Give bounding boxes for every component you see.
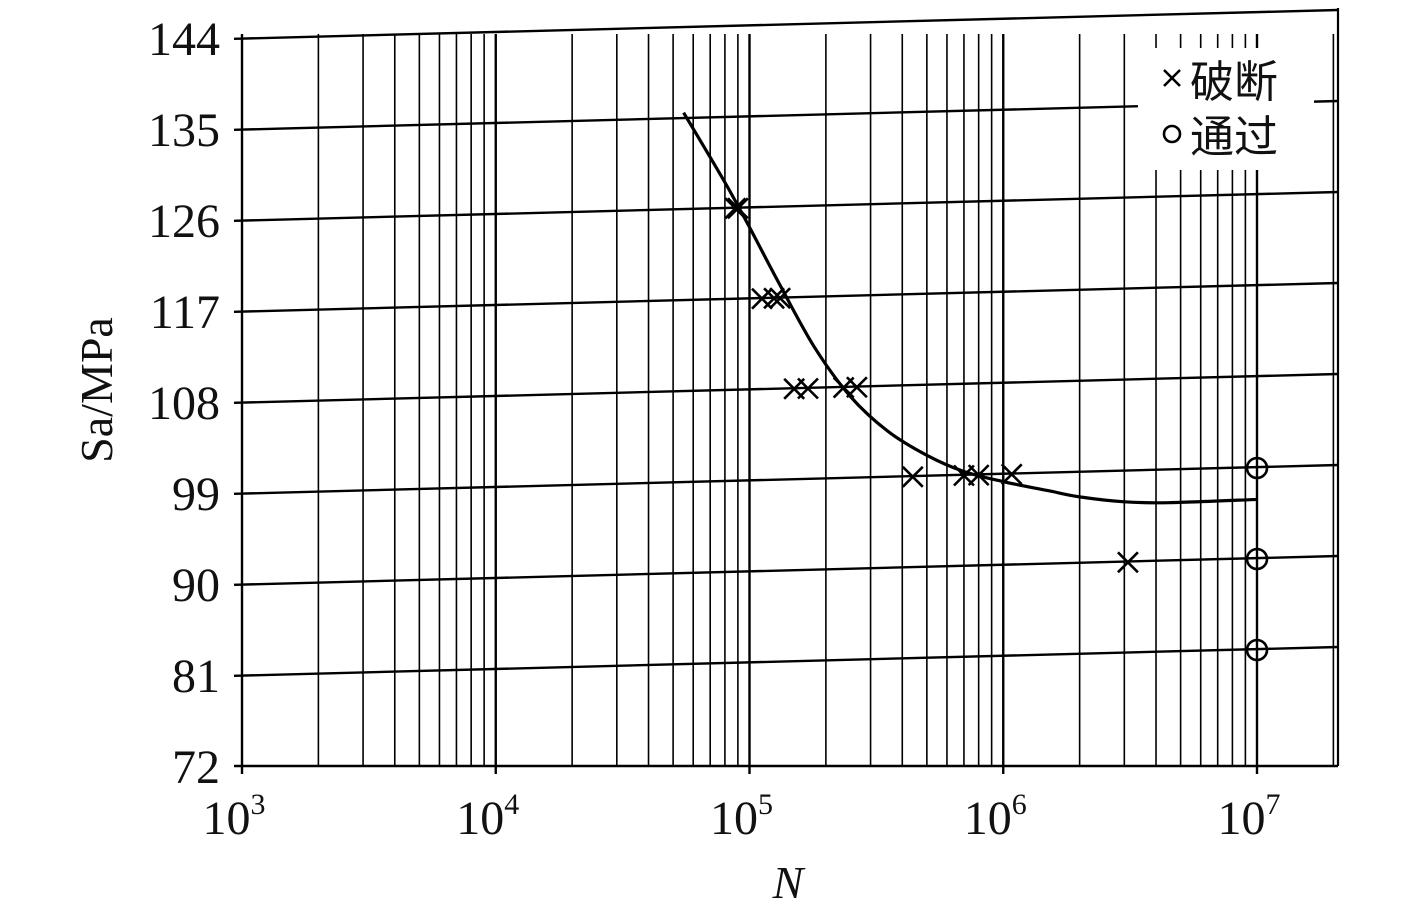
x-tick-label: 105	[710, 788, 773, 845]
y-tick-label: 126	[148, 195, 220, 248]
horizontal-gridline	[233, 645, 1339, 677]
y-tick-label: 117	[150, 286, 220, 339]
broken-point	[1000, 463, 1023, 486]
grid	[233, 8, 1340, 774]
data-points	[724, 197, 1269, 662]
broken-point	[1117, 551, 1139, 574]
y-axis-ticks: 72 81 90 99 108 117 126 135 144	[148, 13, 220, 794]
legend-label-passed: 通过	[1190, 112, 1278, 163]
x-axis-ticks: 103 104 105 106 107	[203, 788, 1281, 845]
horizontal-gridline	[233, 190, 1339, 222]
y-tick-label: 135	[148, 104, 220, 157]
fit-curve-layer	[682, 111, 1258, 505]
passed-point	[1245, 547, 1269, 571]
x-tick-label: 106	[964, 788, 1027, 845]
broken-point	[845, 376, 868, 399]
broken-point	[967, 464, 990, 487]
horizontal-gridline	[233, 372, 1339, 404]
broken-point	[763, 287, 786, 310]
y-tick-label: 81	[172, 650, 220, 703]
legend-cross-glyph	[1163, 69, 1181, 87]
broken-point	[726, 197, 749, 220]
broken-point	[769, 287, 792, 310]
legend: 破断 通过	[1138, 48, 1314, 170]
x-axis-title: N	[772, 857, 806, 908]
legend-box	[1138, 48, 1314, 170]
horizontal-gridline	[233, 463, 1339, 495]
broken-point	[901, 465, 924, 488]
fit-curve	[682, 111, 1258, 505]
y-tick-label: 108	[148, 377, 220, 430]
legend-circle-glyph	[1162, 124, 1182, 144]
y-tick-label: 90	[172, 559, 220, 612]
legend-cross-marker	[1163, 69, 1181, 87]
x-tick-label: 107	[1218, 788, 1281, 845]
y-axis-title: Sa/MPa	[71, 317, 122, 463]
x-tick-label: 104	[456, 788, 519, 845]
passed-point	[1245, 638, 1269, 662]
y-tick-label: 72	[172, 741, 220, 794]
passed-point	[1245, 456, 1269, 480]
broken-point	[724, 197, 747, 220]
y-tick-label: 144	[148, 13, 220, 66]
horizontal-gridline	[233, 8, 1339, 40]
broken-point	[797, 377, 819, 400]
legend-circle-marker	[1162, 124, 1182, 144]
horizontal-gridline	[233, 554, 1339, 586]
legend-label-broken: 破断	[1190, 57, 1278, 108]
x-tick-label: 103	[203, 788, 266, 845]
y-tick-label: 99	[172, 468, 220, 521]
